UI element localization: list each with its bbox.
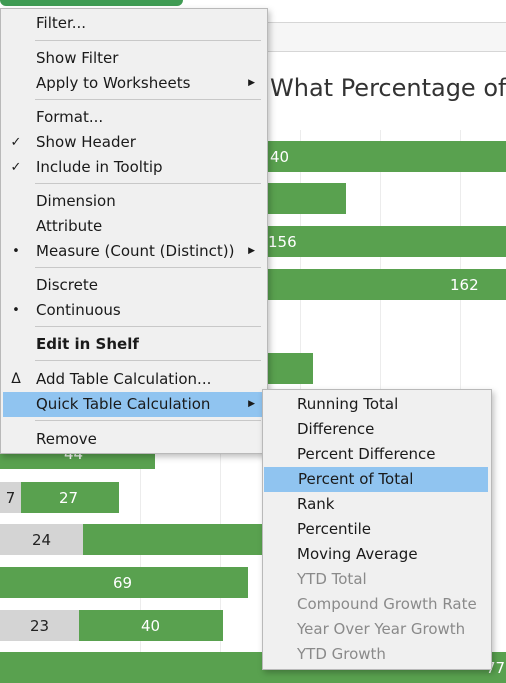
- menu-item-edit-in-shelf[interactable]: Edit in Shelf: [36, 335, 139, 353]
- menu-item-show-header[interactable]: ✓ Show Header: [1, 130, 267, 155]
- active-field-pill[interactable]: [0, 0, 183, 6]
- submenu-item-ytd-total: YTD Total: [297, 570, 367, 588]
- menu-separator: [35, 420, 261, 421]
- bar-row-7[interactable]: 27: [21, 482, 119, 513]
- sheet-title: What Percentage of: [270, 74, 506, 102]
- delta-icon: Δ: [11, 371, 21, 387]
- menu-item-include-in-tooltip[interactable]: ✓ Include in Tooltip: [1, 155, 267, 180]
- prev-value-label: 7: [5, 488, 16, 507]
- menu-item-show-filter[interactable]: Show Filter: [36, 49, 119, 67]
- prev-value-bar: 23: [0, 610, 79, 641]
- menu-separator: [35, 267, 261, 268]
- submenu-item-rank[interactable]: Rank: [297, 495, 335, 513]
- bar-row-2[interactable]: [256, 183, 346, 214]
- submenu-arrow-icon: ▶: [248, 78, 255, 88]
- bar-label: 69: [113, 573, 133, 592]
- menu-item-add-table-calculation[interactable]: Δ Add Table Calculation...: [1, 367, 267, 392]
- submenu-item-percent-of-total[interactable]: Percent of Total: [264, 467, 488, 492]
- bullet-icon: •: [12, 303, 20, 318]
- check-icon: ✓: [10, 160, 22, 175]
- submenu-item-running-total[interactable]: Running Total: [297, 395, 399, 413]
- menu-separator: [35, 99, 261, 100]
- bar-row-4[interactable]: 162: [256, 269, 506, 300]
- menu-item-filter[interactable]: Filter...: [36, 14, 87, 32]
- menu-item-quick-table-calculation[interactable]: Quick Table Calculation ▶: [3, 392, 265, 417]
- bar-label: 162: [450, 275, 479, 294]
- bar-label: 40: [141, 616, 161, 635]
- prev-value-label: 24: [31, 530, 52, 549]
- toolbar-strip: [0, 0, 506, 10]
- menu-separator: [35, 183, 261, 184]
- filters-shelf[interactable]: [256, 22, 506, 52]
- menu-item-discrete[interactable]: Discrete: [36, 276, 98, 294]
- menu-item-dimension[interactable]: Dimension: [36, 192, 116, 210]
- submenu-arrow-icon: ▶: [248, 399, 255, 409]
- submenu-item-compound-growth-rate: Compound Growth Rate: [297, 595, 477, 613]
- submenu-item-moving-average[interactable]: Moving Average: [297, 545, 418, 563]
- bar-label: 40: [270, 147, 290, 166]
- submenu-item-year-over-year-growth: Year Over Year Growth: [297, 620, 466, 638]
- bar-row-3[interactable]: 156: [256, 226, 506, 257]
- menu-item-apply-to-worksheets[interactable]: Apply to Worksheets ▶: [1, 71, 267, 96]
- bar-label: 27: [59, 488, 79, 507]
- bar-label: 156: [268, 232, 297, 251]
- menu-separator: [35, 360, 261, 361]
- quick-table-calc-submenu: Running Total Difference Percent Differe…: [262, 389, 492, 670]
- bar-row-1[interactable]: 40: [256, 141, 506, 172]
- prev-value-label: 23: [29, 616, 50, 635]
- menu-item-remove[interactable]: Remove: [36, 430, 97, 448]
- bar-row-8[interactable]: [83, 524, 263, 555]
- prev-value-bar: 7: [0, 482, 21, 513]
- menu-item-measure[interactable]: • Measure (Count (Distinct)) ▶: [1, 239, 267, 264]
- menu-item-format[interactable]: Format...: [36, 108, 104, 126]
- submenu-item-percent-difference[interactable]: Percent Difference: [297, 445, 436, 463]
- menu-separator: [35, 40, 261, 41]
- prev-value-bar: 24: [0, 524, 83, 555]
- submenu-arrow-icon: ▶: [248, 246, 255, 256]
- submenu-item-difference[interactable]: Difference: [297, 420, 375, 438]
- bullet-icon: •: [12, 244, 20, 259]
- submenu-item-ytd-growth: YTD Growth: [297, 645, 386, 663]
- menu-separator: [35, 326, 261, 327]
- submenu-item-percentile[interactable]: Percentile: [297, 520, 372, 538]
- menu-item-continuous[interactable]: • Continuous: [1, 298, 267, 323]
- bar-row-10[interactable]: 40: [79, 610, 223, 641]
- menu-item-attribute[interactable]: Attribute: [36, 217, 103, 235]
- bar-row-9[interactable]: 69: [0, 567, 248, 598]
- field-context-menu: Filter... Show Filter Apply to Worksheet…: [0, 8, 268, 454]
- check-icon: ✓: [10, 135, 22, 150]
